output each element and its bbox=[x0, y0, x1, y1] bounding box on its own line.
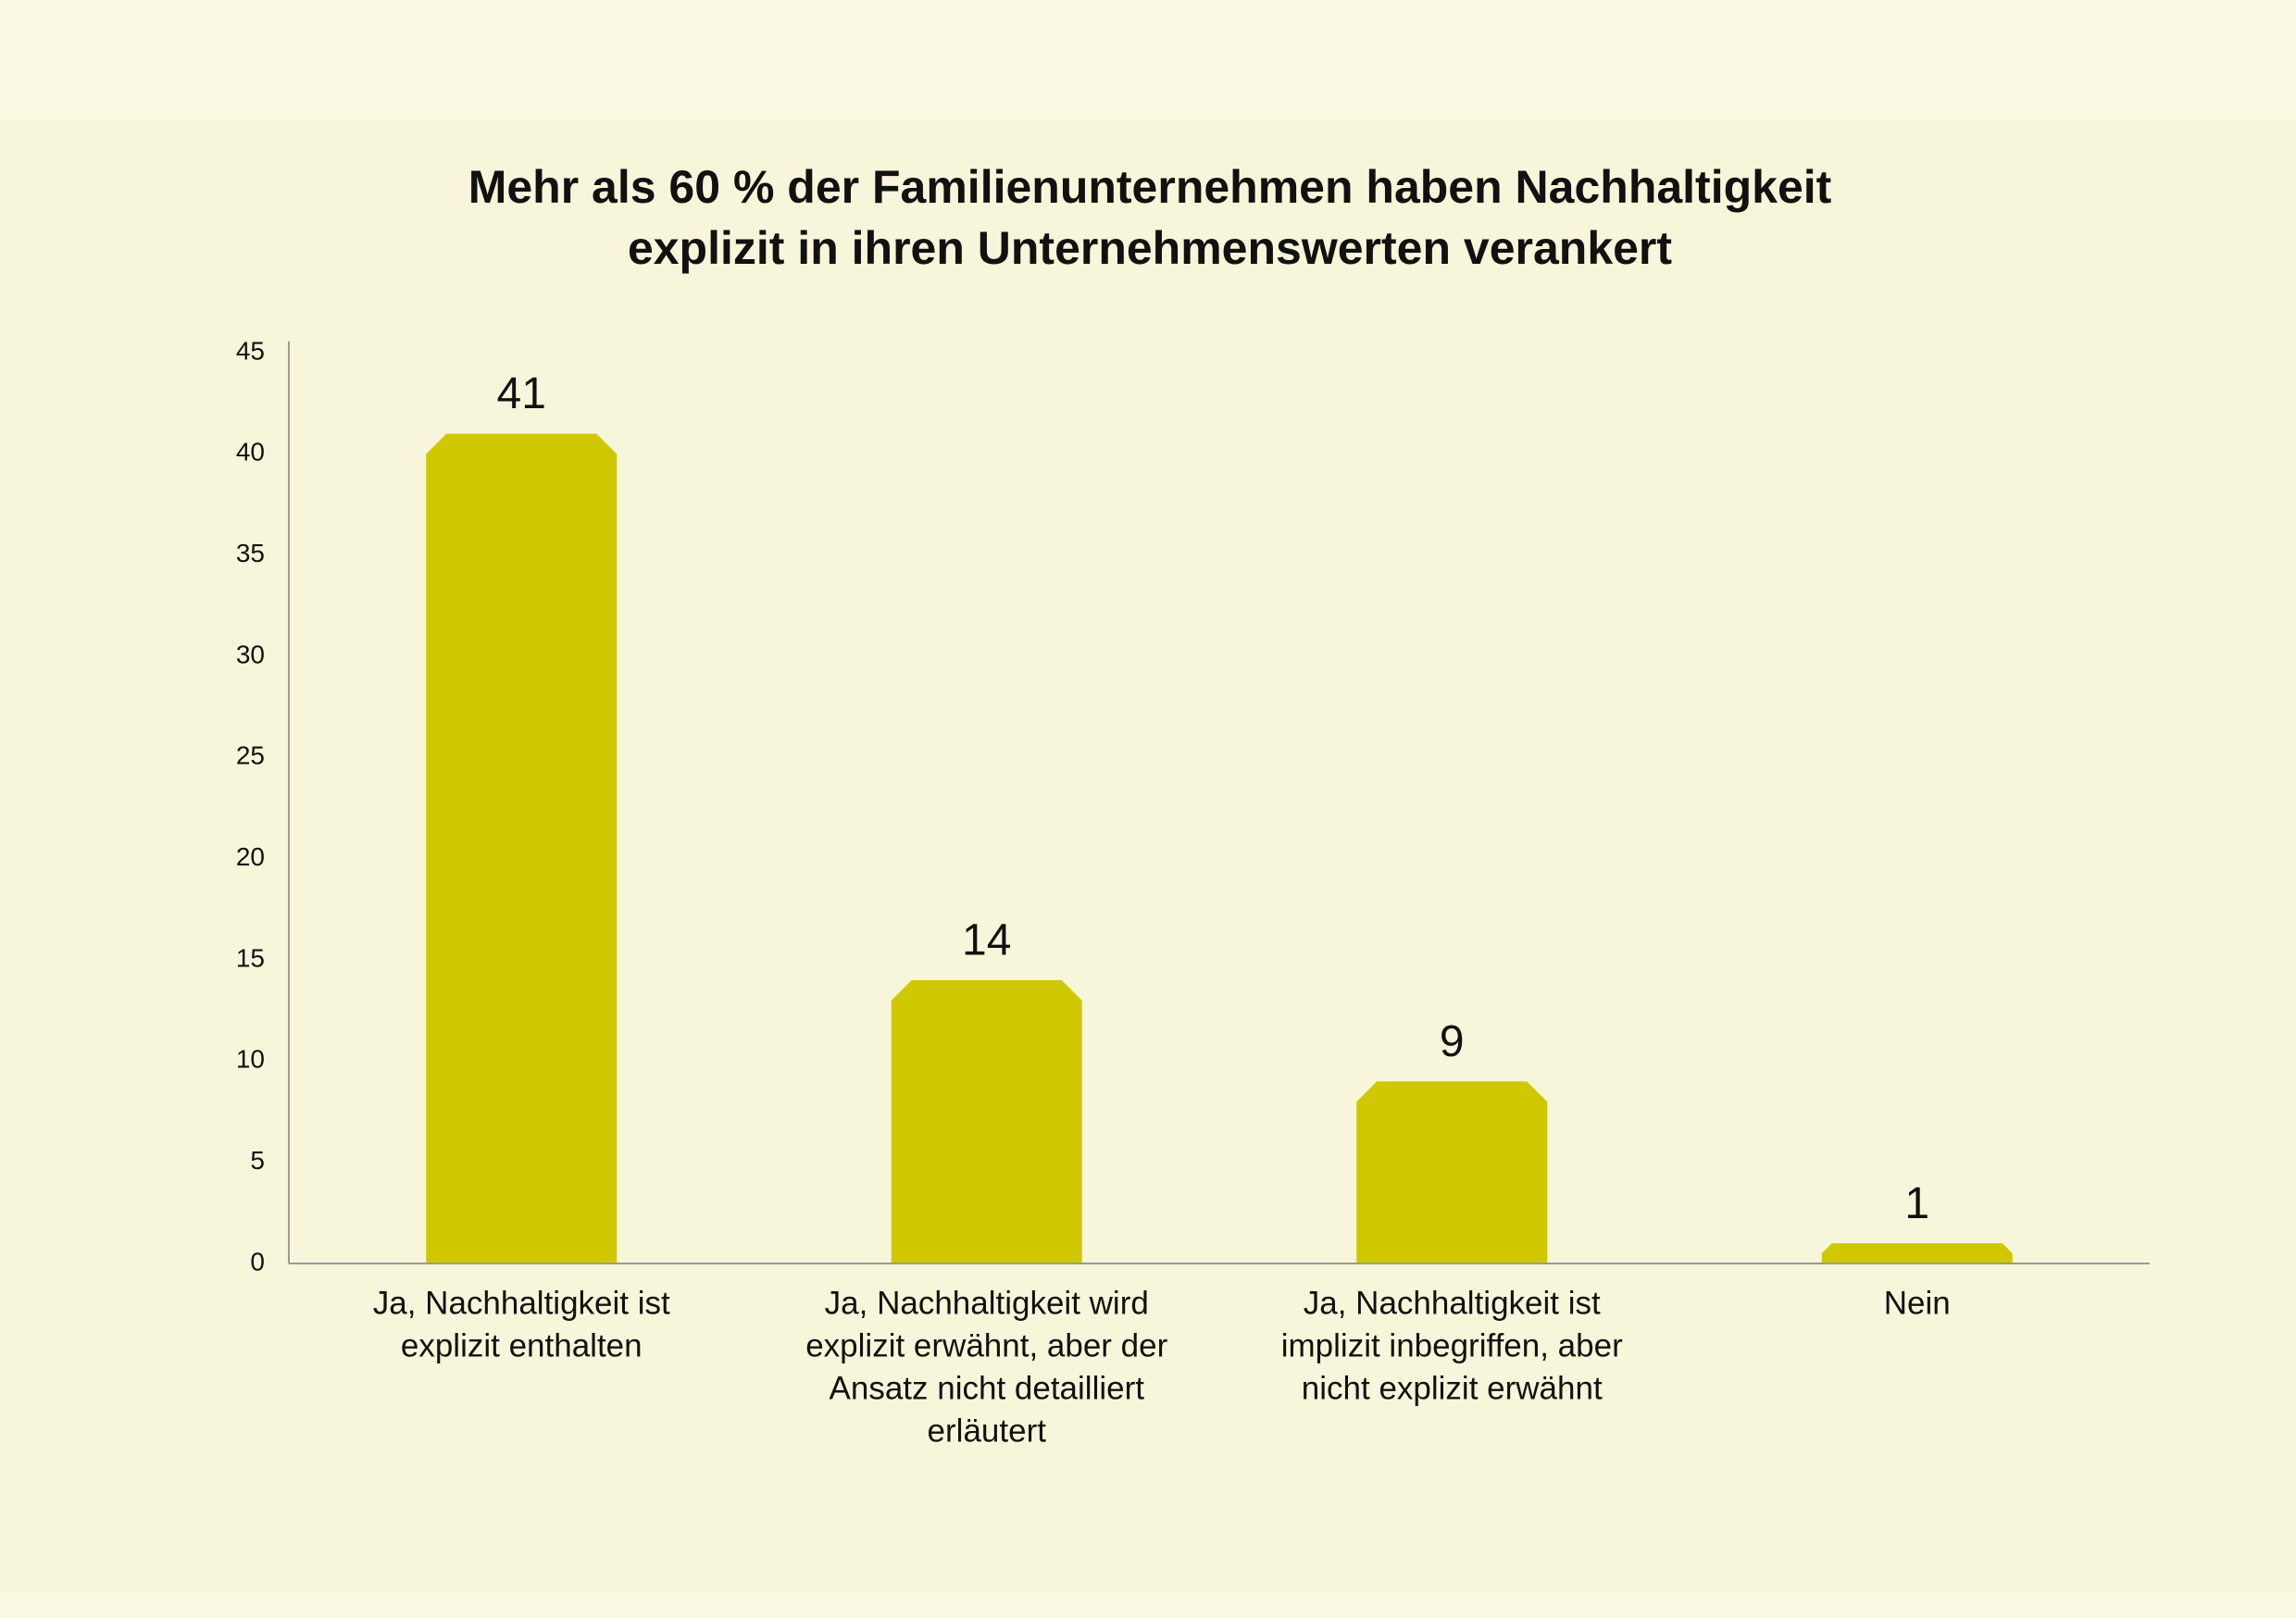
bar bbox=[426, 433, 618, 1263]
y-tick-label: 45 bbox=[236, 336, 265, 365]
x-tick-label: nicht explizit erwähnt bbox=[1302, 1370, 1603, 1406]
y-tick-label: 5 bbox=[250, 1146, 265, 1175]
bar bbox=[1821, 1243, 2013, 1263]
y-tick-label: 10 bbox=[236, 1045, 265, 1074]
chart-title: explizit in ihren Unternehmenswerten ver… bbox=[628, 222, 1672, 274]
x-tick-label: explizit erwähnt, aber der bbox=[805, 1327, 1167, 1363]
x-tick-label: Ansatz nicht detailliert bbox=[830, 1370, 1145, 1406]
y-tick-label: 15 bbox=[236, 943, 265, 972]
x-tick-label: Ja, Nachhaltigkeit ist bbox=[1304, 1285, 1601, 1321]
x-tick-label: implizit inbegriffen, aber bbox=[1281, 1327, 1623, 1363]
chart-title: Mehr als 60 % der Familienunternehmen ha… bbox=[468, 161, 1832, 213]
y-tick-label: 40 bbox=[236, 438, 265, 467]
x-tick-label: erläutert bbox=[928, 1413, 1047, 1449]
value-label: 14 bbox=[962, 916, 1011, 965]
value-label: 9 bbox=[1440, 1017, 1465, 1066]
x-tick-label: Ja, Nachhaltigkeit wird bbox=[825, 1285, 1149, 1321]
bar bbox=[1356, 1081, 1548, 1263]
bar bbox=[891, 979, 1082, 1263]
y-tick-label: 35 bbox=[236, 539, 265, 567]
y-tick-label: 0 bbox=[250, 1247, 265, 1276]
x-tick-label: Nein bbox=[1884, 1285, 1951, 1321]
x-tick-label: explizit enthalten bbox=[401, 1327, 643, 1363]
value-label: 41 bbox=[497, 369, 546, 418]
y-tick-label: 25 bbox=[236, 741, 265, 770]
value-label: 1 bbox=[1904, 1179, 1929, 1228]
y-tick-label: 30 bbox=[236, 640, 265, 668]
y-tick-label: 20 bbox=[236, 842, 265, 871]
x-tick-label: Ja, Nachhaltigkeit ist bbox=[373, 1285, 670, 1321]
